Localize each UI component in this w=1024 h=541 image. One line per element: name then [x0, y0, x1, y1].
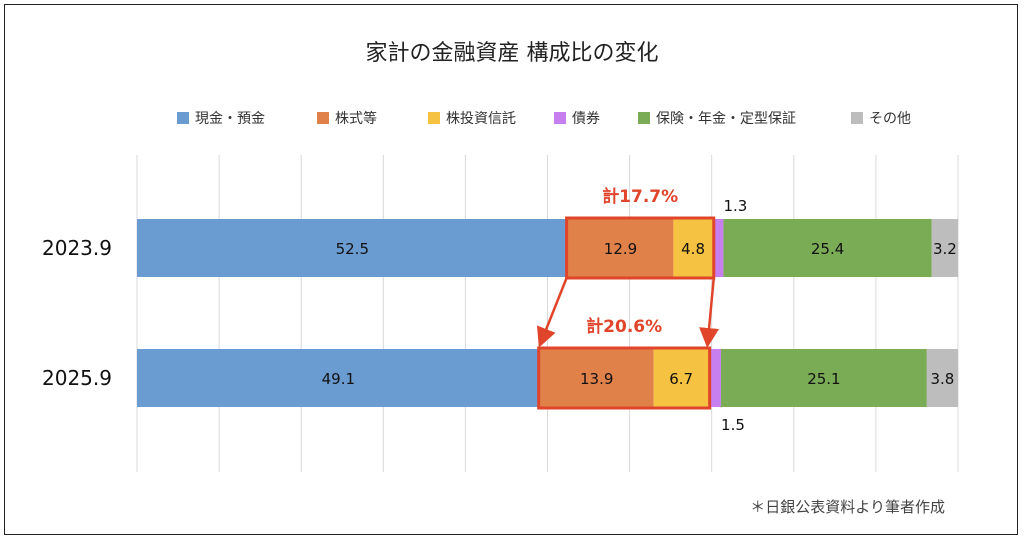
legend-swatch	[428, 112, 440, 124]
data-label: 4.8	[681, 240, 705, 258]
source-note: ＊日銀公表資料より筆者作成	[750, 498, 945, 516]
legend-label: その他	[869, 111, 911, 127]
data-label: 13.9	[580, 370, 613, 388]
value-labels: 52.5 12.9 4.8 1.3 25.4 3.2 49.1 13.9 6.7 1.5 25.1 3…	[322, 197, 957, 434]
bar-segment	[723, 219, 932, 277]
data-label: 6.7	[669, 370, 693, 388]
legend: 現金・預金 株式等 株投資信託 債券 保険・年金・定型保証 その他	[177, 110, 911, 127]
chart-frame	[4, 4, 1018, 535]
legend-swatch	[851, 112, 863, 124]
bar-segment	[137, 349, 540, 407]
bar-segment	[567, 219, 674, 277]
bar-segment	[926, 349, 958, 407]
category-label: 2023.9	[42, 236, 112, 260]
legend-label: 現金・預金	[195, 111, 265, 127]
bar-segment	[720, 349, 927, 407]
data-label: 25.1	[807, 370, 840, 388]
data-label: 49.1	[322, 370, 355, 388]
highlight-arrow	[536, 277, 568, 348]
legend-swatch	[317, 112, 329, 124]
bar-segment	[137, 219, 568, 277]
data-label: 12.9	[604, 240, 637, 258]
legend-label: 債券	[572, 111, 600, 127]
bar-segment	[673, 219, 713, 277]
data-label: 1.3	[723, 197, 747, 215]
highlight-arrow	[699, 277, 720, 348]
legend-swatch	[638, 112, 650, 124]
data-label: 25.4	[811, 240, 844, 258]
data-label: 3.8	[930, 370, 954, 388]
data-label: 1.5	[721, 416, 745, 434]
chart-title: 家計の金融資産 構成比の変化	[366, 41, 659, 66]
bars	[137, 219, 958, 407]
category-labels: 2023.9 2025.9	[42, 236, 112, 390]
category-label: 2025.9	[42, 366, 112, 390]
legend-label: 株投資信託	[446, 111, 516, 127]
legend-swatch	[177, 112, 189, 124]
data-label: 3.2	[933, 240, 957, 258]
legend-swatch	[554, 112, 566, 124]
bar-segment	[712, 219, 724, 277]
highlight-box	[565, 216, 716, 280]
bar-segment	[653, 349, 709, 407]
bar-segment	[539, 349, 654, 407]
highlight-box	[537, 346, 712, 410]
highlight-total: 計20.6%	[586, 316, 662, 337]
data-label: 52.5	[336, 240, 369, 258]
grid-lines	[136, 155, 959, 472]
legend-label: 株式等	[335, 110, 377, 127]
bar-segment	[931, 219, 958, 277]
highlight-total: 計17.7%	[602, 186, 678, 207]
bar-segment	[708, 349, 721, 407]
legend-label: 保険・年金・定型保証	[656, 111, 796, 127]
highlight-annotations: 計17.7% 計20.6%	[536, 186, 720, 410]
